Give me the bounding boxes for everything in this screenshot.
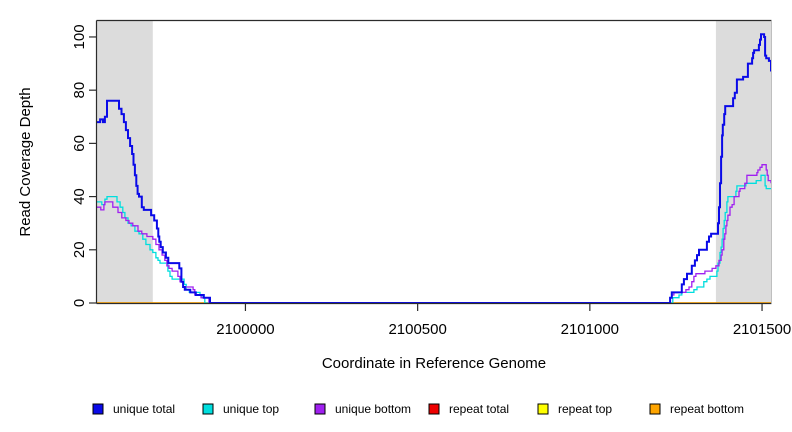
legend-label-repeat-top: repeat top: [558, 402, 612, 416]
legend-swatch-repeat-total: [428, 403, 440, 415]
shaded-region: [715, 21, 771, 303]
legend-item-unique-top: unique top: [202, 402, 279, 416]
axis-ticks: 2100000 2100500 2101000 2101500 0 20 40 60 80 100: [71, 24, 791, 338]
legend: unique total unique top unique bottom re…: [92, 402, 744, 416]
x-tick-label: 2101000: [561, 321, 619, 338]
series-line-unique-top: [97, 174, 771, 304]
x-tick-label: 2100500: [388, 321, 446, 338]
legend-item-repeat-top: repeat top: [537, 402, 612, 416]
legend-swatch-unique-bottom: [314, 403, 326, 415]
series-lines: [97, 33, 772, 304]
plot-box: [95, 19, 772, 305]
y-tick-label: 0: [71, 299, 88, 307]
x-axis-title: Coordinate in Reference Genome: [322, 355, 546, 372]
legend-swatch-unique-top: [202, 403, 214, 415]
x-tick-label: 2100000: [216, 321, 274, 338]
legend-label-unique-total: unique total: [113, 402, 175, 416]
y-tick-label: 100: [71, 24, 88, 49]
series-line-unique-bottom: [97, 164, 772, 304]
legend-item-unique-bottom: unique bottom: [314, 402, 411, 416]
legend-item-unique-total: unique total: [92, 402, 175, 416]
legend-item-repeat-bottom: repeat bottom: [649, 402, 744, 416]
legend-label-unique-bottom: unique bottom: [335, 402, 411, 416]
series-line-unique-total: [97, 33, 772, 304]
x-tick-label: 2101500: [733, 321, 791, 338]
y-tick-label: 20: [71, 241, 88, 258]
shaded-region: [97, 21, 153, 303]
legend-swatch-repeat-bottom: [649, 403, 661, 415]
y-tick-label: 60: [71, 135, 88, 152]
legend-label-unique-top: unique top: [223, 402, 279, 416]
y-axis-title: Read Coverage Depth: [17, 87, 34, 236]
legend-item-repeat-total: repeat total: [428, 402, 509, 416]
legend-label-repeat-bottom: repeat bottom: [670, 402, 744, 416]
y-tick-label: 80: [71, 82, 88, 99]
legend-swatch-unique-total: [92, 403, 104, 415]
y-tick-label: 40: [71, 188, 88, 205]
legend-swatch-repeat-top: [537, 403, 549, 415]
legend-label-repeat-total: repeat total: [449, 402, 509, 416]
shaded-regions: [97, 21, 771, 303]
